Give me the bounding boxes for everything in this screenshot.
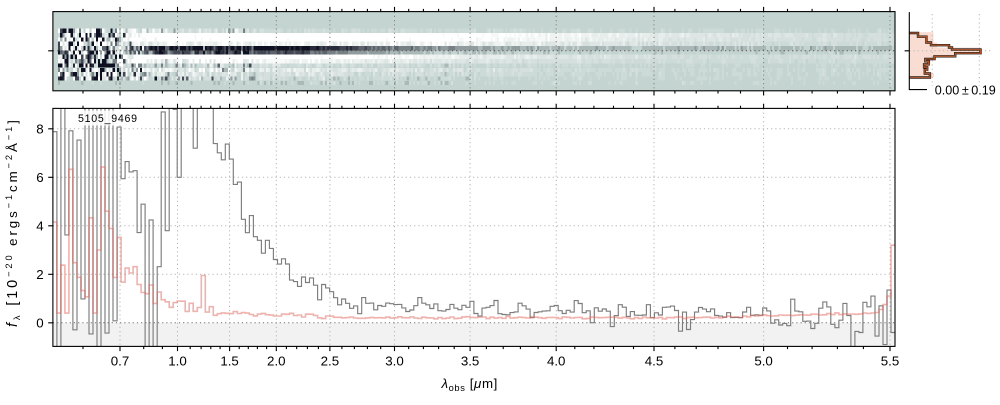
svg-text:λobs [μm]: λobs [μm]: [441, 376, 498, 393]
svg-text:4.0: 4.0: [547, 353, 566, 368]
svg-text:1.0: 1.0: [168, 353, 187, 368]
svg-text:5.5: 5.5: [881, 353, 900, 368]
svg-text:0.00 ± 0.19: 0.00 ± 0.19: [935, 83, 996, 97]
svg-text:2.0: 2.0: [267, 353, 286, 368]
svg-text:4: 4: [36, 219, 43, 234]
svg-text:1.5: 1.5: [220, 353, 239, 368]
svg-text:fλ [10−20 ergs−1cm−2Å−1]: fλ [10−20 ergs−1cm−2Å−1]: [4, 117, 22, 327]
svg-text:4.5: 4.5: [645, 353, 664, 368]
svg-text:3.5: 3.5: [461, 353, 480, 368]
svg-text:8: 8: [36, 122, 43, 137]
svg-text:2.5: 2.5: [321, 353, 340, 368]
svg-text:3.0: 3.0: [385, 353, 404, 368]
svg-text:0: 0: [36, 316, 43, 331]
svg-text:5105_9469: 5105_9469: [78, 113, 138, 125]
svg-text:2: 2: [36, 267, 43, 282]
svg-text:5.0: 5.0: [754, 353, 773, 368]
svg-text:6: 6: [36, 170, 43, 185]
svg-text:0.7: 0.7: [111, 353, 130, 368]
